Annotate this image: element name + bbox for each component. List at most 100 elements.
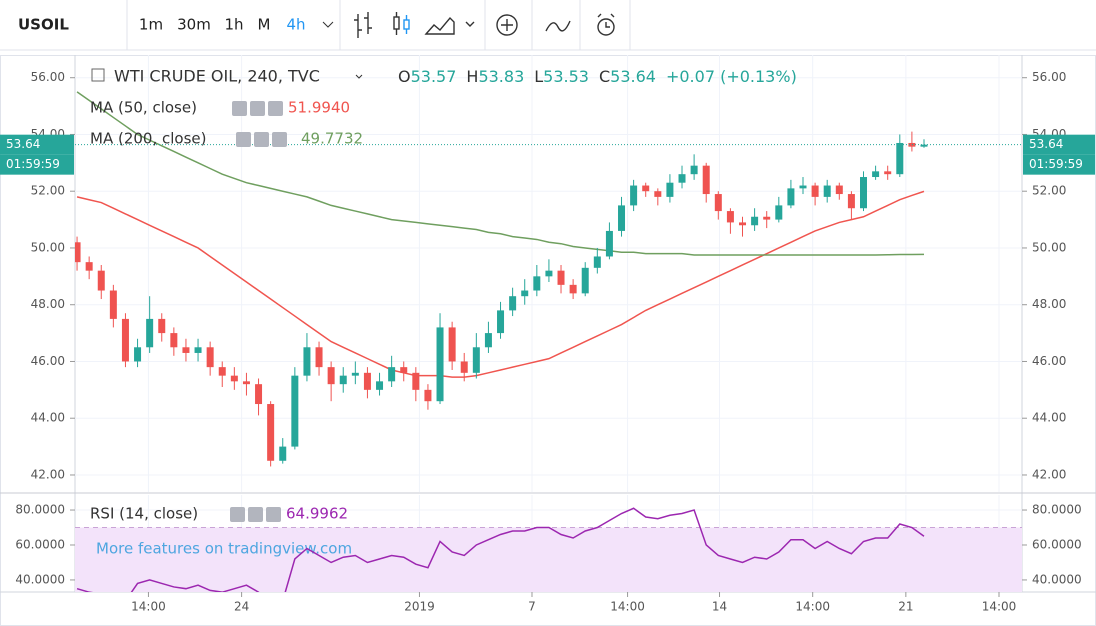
candle-body [484, 333, 492, 348]
interval-button[interactable]: M [258, 16, 271, 34]
candle-body [194, 347, 202, 353]
candle-body [920, 144, 928, 147]
countdown-bg [0, 154, 74, 175]
legend-value: 49.7732 [301, 130, 363, 148]
legend-name: MA (50, close) [90, 99, 197, 117]
ohlc-value: 53.57 [411, 67, 457, 86]
ohlc-legend: O53.57 H53.83 L53.53 C53.64 +0.07 (+0.13%) [398, 67, 797, 86]
x-tick-label: 24 [234, 600, 249, 614]
countdown-label: 01:59:59 [6, 157, 60, 171]
candle-body [714, 194, 722, 212]
y-tick-label: 42.00 [1032, 467, 1066, 481]
price-label-bg [1023, 134, 1095, 155]
candle-body [146, 318, 154, 348]
title-dropdown[interactable] [355, 74, 363, 79]
y-tick-label: 80.0000 [1032, 503, 1082, 517]
legend-settings-icon[interactable] [254, 132, 269, 147]
legend-name: RSI (14, close) [90, 505, 198, 523]
interval-button[interactable]: 1h [224, 16, 243, 34]
candle-body [557, 270, 565, 285]
candle-body [847, 194, 855, 209]
y-tick-label: 46.00 [1032, 354, 1066, 368]
legend-settings-icon[interactable] [248, 507, 263, 522]
legend-name: MA (200, close) [90, 130, 206, 148]
candle-body [835, 185, 843, 195]
candle-body [654, 191, 662, 197]
candle-body [460, 361, 468, 373]
ohlc-value: 53.53 [543, 67, 589, 86]
rsi-band-fill [75, 527, 1022, 592]
candle-body [363, 372, 371, 390]
legend-remove-icon[interactable] [272, 132, 287, 147]
interval-dropdown[interactable] [322, 21, 334, 28]
y-tick-label: 42.00 [31, 467, 65, 481]
candle-body [351, 372, 359, 376]
legend-collapse[interactable] [91, 68, 105, 82]
rsi-pane: More features on tradingview.com [75, 507, 1022, 592]
countdown-bg [1023, 154, 1095, 175]
ohlc-key: L [534, 67, 543, 86]
y-tick-label: 46.00 [31, 354, 65, 368]
x-tick-label: 14 [712, 600, 727, 614]
x-tick-label: 14:00 [795, 600, 830, 614]
price-label-bg [0, 134, 74, 155]
symbol[interactable]: USOIL [18, 16, 69, 34]
candle-body [267, 404, 275, 461]
candle-body [315, 347, 323, 368]
y-tick-label: 50.00 [1032, 240, 1066, 254]
interval-button[interactable]: 30m [177, 16, 211, 34]
candle-body [739, 222, 747, 226]
candle-body [400, 367, 408, 373]
x-tick-label: 14:00 [610, 600, 645, 614]
legend-eye-icon[interactable] [230, 507, 245, 522]
y-tick-label: 56.00 [1032, 70, 1066, 84]
watermark: More features on tradingview.com [96, 540, 352, 558]
change: +0.07 (+0.13%) [666, 67, 797, 86]
candle-body [291, 375, 299, 447]
candle-body [581, 267, 589, 294]
candle-body [230, 375, 238, 382]
candle-body [121, 318, 129, 362]
line-series [76, 91, 925, 256]
candle-body [97, 270, 105, 291]
candle-body [787, 188, 795, 206]
line-series [76, 507, 925, 592]
line-series [76, 190, 925, 378]
candle-body [908, 142, 916, 147]
interval-button[interactable]: 4h [286, 16, 305, 34]
candle-body [642, 185, 650, 192]
candle-body [339, 375, 347, 385]
toolbar-icons[interactable] [354, 12, 615, 38]
x-tick-label: 7 [528, 600, 536, 614]
y-tick-label: 52.00 [1032, 184, 1066, 198]
legend-eye-icon[interactable] [232, 101, 247, 116]
candle-body [497, 310, 505, 334]
candle-body [860, 177, 868, 209]
y-tick-label: 60.0000 [1032, 537, 1082, 551]
candle-body [279, 446, 287, 461]
y-tick-label: 44.00 [1032, 411, 1066, 425]
candle-body [630, 185, 638, 206]
y-tick-label: 40.0000 [15, 572, 65, 586]
y-tick-label: 40.0000 [1032, 572, 1082, 586]
y-tick-label: 52.00 [31, 184, 65, 198]
legend-value: 64.9962 [286, 505, 348, 523]
candle-body [521, 290, 529, 297]
overlay: 14:00 24 2019 7 14:00 14 14:00 21 14:00 42.00 42.0… [0, 67, 1095, 614]
interval-button[interactable]: 1m [139, 16, 163, 34]
legend-settings-icon[interactable] [250, 101, 265, 116]
candle-body [412, 372, 420, 390]
legend-remove-icon[interactable] [266, 507, 281, 522]
legend-eye-icon[interactable] [236, 132, 251, 147]
chart-title: WTI CRUDE OIL, 240, TVC [114, 67, 320, 86]
candle-body [436, 327, 444, 402]
x-tick-label: 21 [898, 600, 913, 614]
legend-remove-icon[interactable] [268, 101, 283, 116]
y-tick-label: 48.00 [1032, 297, 1066, 311]
candle-body [751, 216, 759, 226]
candle-body [569, 284, 577, 294]
y-tick-label: 50.00 [31, 240, 65, 254]
candle-body [545, 270, 553, 277]
